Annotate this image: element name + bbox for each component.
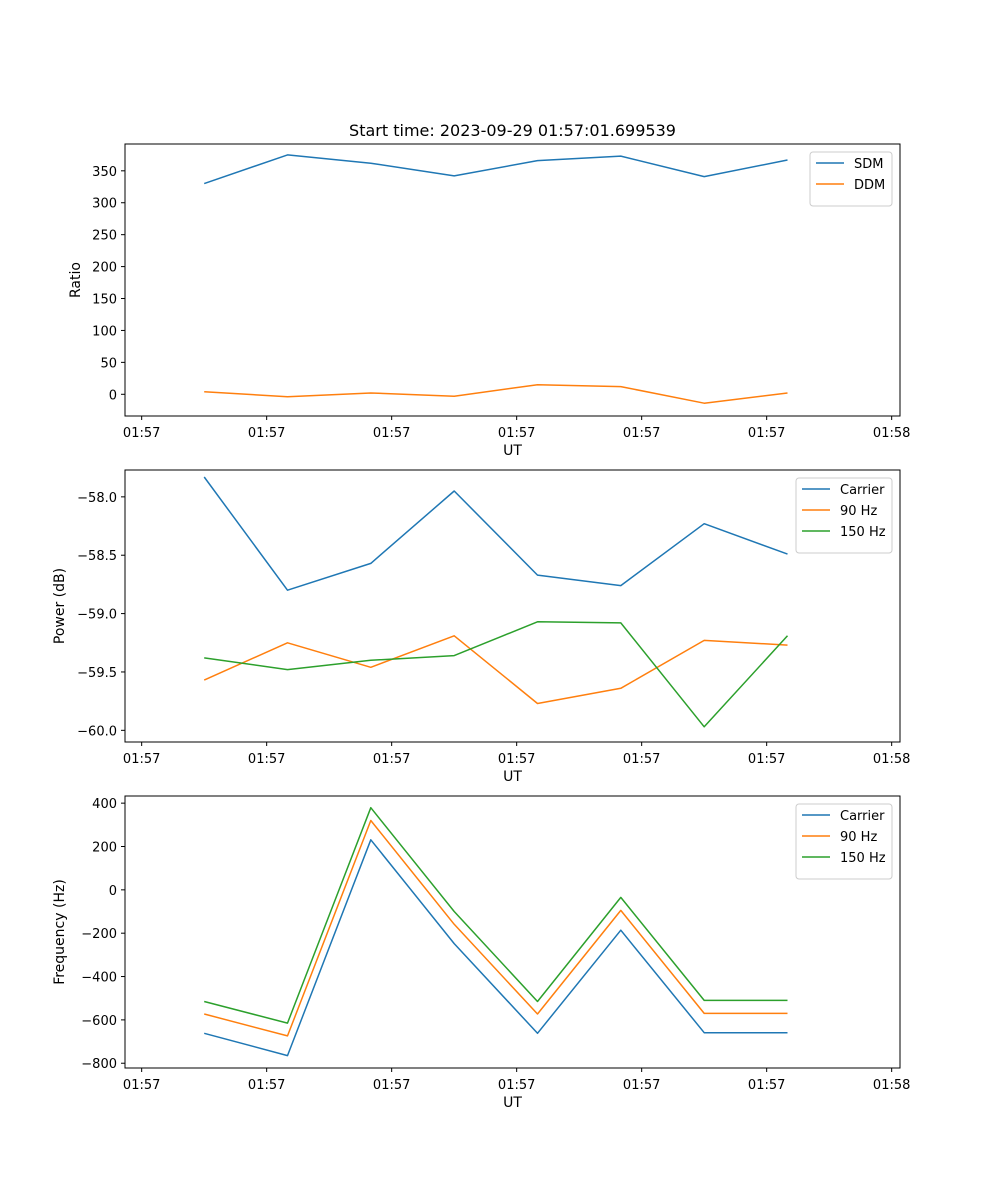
series-line-90-hz <box>204 819 788 1037</box>
series-line-ddm <box>204 383 788 404</box>
x-tick-label: 01:57 <box>498 752 535 767</box>
legend-label: DDM <box>854 178 885 193</box>
x-tick-label: 01:57 <box>123 426 160 441</box>
y-tick-label: 250 <box>92 229 117 244</box>
y-tick-label: −400 <box>81 971 117 986</box>
axes-frame <box>124 469 901 743</box>
series-line-carrier <box>204 839 788 1057</box>
y-tick-label: 100 <box>92 324 117 339</box>
x-tick-label: 01:57 <box>748 752 785 767</box>
y-tick-label: −600 <box>81 1014 117 1029</box>
legend-box <box>795 803 893 880</box>
legend-label: 90 Hz <box>840 504 877 519</box>
x-tick-label: 01:57 <box>623 752 660 767</box>
y-tick-label: −200 <box>81 927 117 942</box>
y-axis-label: Ratio <box>68 262 84 298</box>
y-tick-label: 50 <box>100 356 117 371</box>
x-tick-label: 01:57 <box>623 426 660 441</box>
x-tick-label: 01:57 <box>373 426 410 441</box>
y-tick-label: 0 <box>109 388 117 403</box>
x-tick-label: 01:58 <box>873 426 910 441</box>
y-tick-label: −60.0 <box>77 724 117 739</box>
y-tick-label: 200 <box>92 840 117 855</box>
x-tick-label: 01:57 <box>623 1078 660 1093</box>
x-tick-label: 01:57 <box>498 1078 535 1093</box>
legend-label: Carrier <box>840 483 885 498</box>
x-axis-label: UT <box>503 443 522 459</box>
series-line-sdm <box>203 154 788 185</box>
y-tick-label: −58.5 <box>77 549 117 564</box>
legend-label: 150 Hz <box>840 525 886 540</box>
x-tick-label: 01:57 <box>373 752 410 767</box>
series-line-150-hz <box>204 806 788 1024</box>
y-tick-label: −59.0 <box>77 608 117 623</box>
x-tick-label: 01:57 <box>248 752 285 767</box>
x-tick-label: 01:57 <box>123 1078 160 1093</box>
x-tick-label: 01:58 <box>873 752 910 767</box>
x-tick-label: 01:57 <box>498 426 535 441</box>
y-tick-label: −800 <box>81 1057 117 1072</box>
x-tick-label: 01:58 <box>873 1078 910 1093</box>
y-tick-label: −58.0 <box>77 491 117 506</box>
x-tick-label: 01:57 <box>373 1078 410 1093</box>
legend-label: 90 Hz <box>840 830 877 845</box>
legend-box <box>809 151 893 207</box>
series-line-90-hz <box>203 635 788 705</box>
x-tick-label: 01:57 <box>748 426 785 441</box>
legend-label: 150 Hz <box>840 851 886 866</box>
legend-box <box>795 477 893 554</box>
x-tick-label: 01:57 <box>123 752 160 767</box>
x-tick-label: 01:57 <box>248 426 285 441</box>
series-line-carrier <box>203 476 788 591</box>
series-line-150-hz <box>204 621 789 728</box>
legend: Carrier 90 Hz 150 Hz <box>795 803 893 880</box>
y-tick-label: 400 <box>92 797 117 812</box>
x-tick-label: 01:57 <box>748 1078 785 1093</box>
x-axis-label: UT <box>503 769 522 785</box>
legend: Carrier 90 Hz 150 Hz <box>795 477 893 554</box>
panel-power: 01:57 01:57 01:57 01:57 01:57 01:57 01:58 −60.0… <box>52 469 910 785</box>
axes-frame <box>124 143 901 417</box>
panel-ratio: 01:57 01:57 01:57 01:57 01:57 01:57 01:58 0 50 10… <box>68 143 910 459</box>
axes-frame <box>124 795 901 1069</box>
y-tick-label: 150 <box>92 293 117 308</box>
y-axis-label: Power (dB) <box>52 568 68 644</box>
chart-title: Start time: 2023-09-29 01:57:01.699539 <box>349 121 676 140</box>
y-tick-label: 0 <box>109 884 117 899</box>
x-axis-label: UT <box>503 1095 522 1111</box>
y-axis-label: Frequency (Hz) <box>52 879 68 985</box>
y-tick-label: 200 <box>92 261 117 276</box>
y-tick-label: −59.5 <box>77 666 117 681</box>
legend-label: SDM <box>854 157 883 172</box>
y-tick-label: 350 <box>92 165 117 180</box>
legend-label: Carrier <box>840 809 885 824</box>
panel-frequency: 01:57 01:57 01:57 01:57 01:57 01:57 01:58 −800 −… <box>52 795 910 1111</box>
x-tick-label: 01:57 <box>248 1078 285 1093</box>
y-tick-label: 300 <box>92 197 117 212</box>
legend: SDM DDM <box>809 151 893 207</box>
